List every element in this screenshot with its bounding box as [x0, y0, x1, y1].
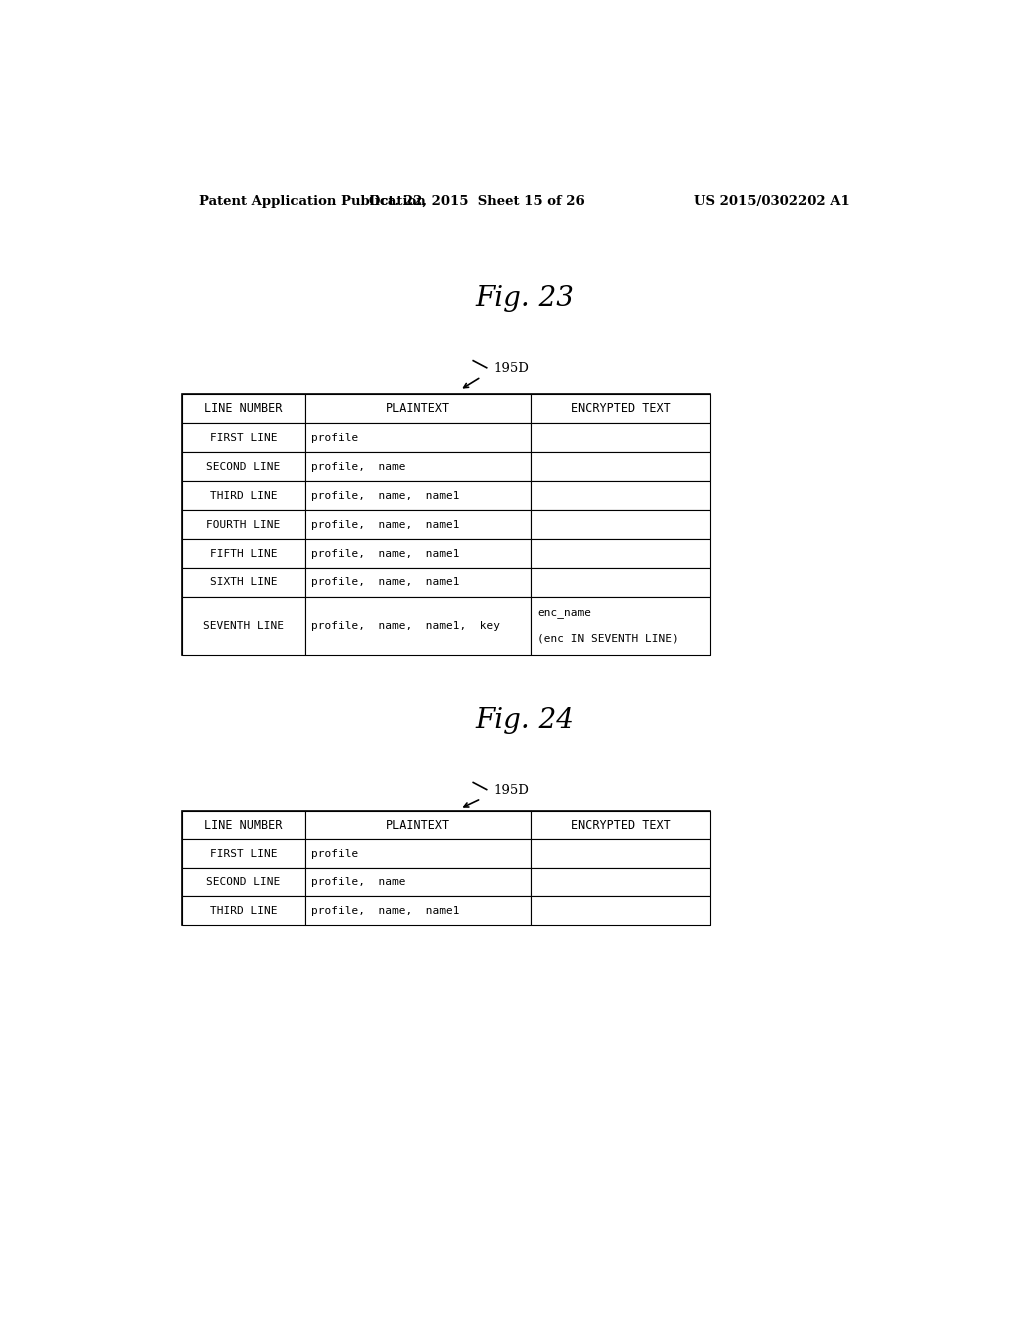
Text: FIRST LINE: FIRST LINE [210, 433, 278, 442]
Bar [305, 597, 531, 655]
Bar [182, 395, 710, 655]
Text: SIXTH LINE: SIXTH LINE [210, 577, 278, 587]
Text: PLAINTEXT: PLAINTEXT [386, 403, 451, 416]
Bar [305, 568, 531, 597]
Text: LINE NUMBER: LINE NUMBER [204, 818, 283, 832]
Bar [531, 867, 710, 896]
Bar [182, 867, 305, 896]
Bar [305, 867, 531, 896]
Bar [182, 510, 305, 539]
Text: profile,  name,  name1,  key: profile, name, name1, key [311, 620, 501, 631]
Text: profile,  name,  name1: profile, name, name1 [311, 520, 460, 529]
Bar [531, 395, 710, 424]
Text: Fig. 24: Fig. 24 [475, 708, 574, 734]
Text: THIRD LINE: THIRD LINE [210, 491, 278, 500]
Text: THIRD LINE: THIRD LINE [210, 906, 278, 916]
Bar [182, 424, 305, 453]
Text: LINE NUMBER: LINE NUMBER [204, 403, 283, 416]
Bar [305, 896, 531, 925]
Bar [182, 568, 305, 597]
Text: profile: profile [311, 433, 358, 442]
Bar [182, 840, 305, 867]
Text: profile,  name,  name1: profile, name, name1 [311, 491, 460, 500]
Text: SECOND LINE: SECOND LINE [207, 876, 281, 887]
Bar [182, 480, 305, 510]
Text: US 2015/0302202 A1: US 2015/0302202 A1 [694, 194, 850, 207]
Text: 195D: 195D [494, 362, 529, 375]
Text: profile,  name: profile, name [311, 462, 406, 471]
Text: SEVENTH LINE: SEVENTH LINE [203, 620, 284, 631]
Bar [531, 453, 710, 480]
Bar [182, 810, 305, 840]
Bar [531, 510, 710, 539]
Text: ENCRYPTED TEXT: ENCRYPTED TEXT [570, 818, 671, 832]
Text: enc_name: enc_name [538, 609, 592, 618]
Text: (enc IN SEVENTH LINE): (enc IN SEVENTH LINE) [538, 634, 679, 644]
Text: Fig. 23: Fig. 23 [475, 285, 574, 312]
Bar [305, 453, 531, 480]
Bar [305, 395, 531, 424]
Bar [531, 810, 710, 840]
Text: profile,  name,  name1: profile, name, name1 [311, 906, 460, 916]
Text: profile,  name: profile, name [311, 876, 406, 887]
Text: FIFTH LINE: FIFTH LINE [210, 549, 278, 558]
Text: FOURTH LINE: FOURTH LINE [207, 520, 281, 529]
Bar [531, 597, 710, 655]
Bar [531, 424, 710, 453]
Bar [305, 840, 531, 867]
Bar [305, 480, 531, 510]
Bar [182, 453, 305, 480]
Bar [182, 810, 710, 925]
Bar [305, 424, 531, 453]
Text: SECOND LINE: SECOND LINE [207, 462, 281, 471]
Text: profile,  name,  name1: profile, name, name1 [311, 577, 460, 587]
Text: Patent Application Publication: Patent Application Publication [200, 194, 426, 207]
Bar [531, 896, 710, 925]
Bar [182, 597, 305, 655]
Text: profile: profile [311, 849, 358, 858]
Bar [182, 395, 305, 424]
Bar [305, 510, 531, 539]
Bar [182, 539, 305, 568]
Text: ENCRYPTED TEXT: ENCRYPTED TEXT [570, 403, 671, 416]
Bar [182, 896, 305, 925]
Bar [531, 840, 710, 867]
Bar [531, 539, 710, 568]
Text: Oct. 22, 2015  Sheet 15 of 26: Oct. 22, 2015 Sheet 15 of 26 [370, 194, 585, 207]
Text: 195D: 195D [494, 784, 529, 797]
Bar [305, 539, 531, 568]
Bar [531, 480, 710, 510]
Bar [531, 568, 710, 597]
Text: profile,  name,  name1: profile, name, name1 [311, 549, 460, 558]
Text: PLAINTEXT: PLAINTEXT [386, 818, 451, 832]
Text: FIRST LINE: FIRST LINE [210, 849, 278, 858]
Bar [305, 810, 531, 840]
